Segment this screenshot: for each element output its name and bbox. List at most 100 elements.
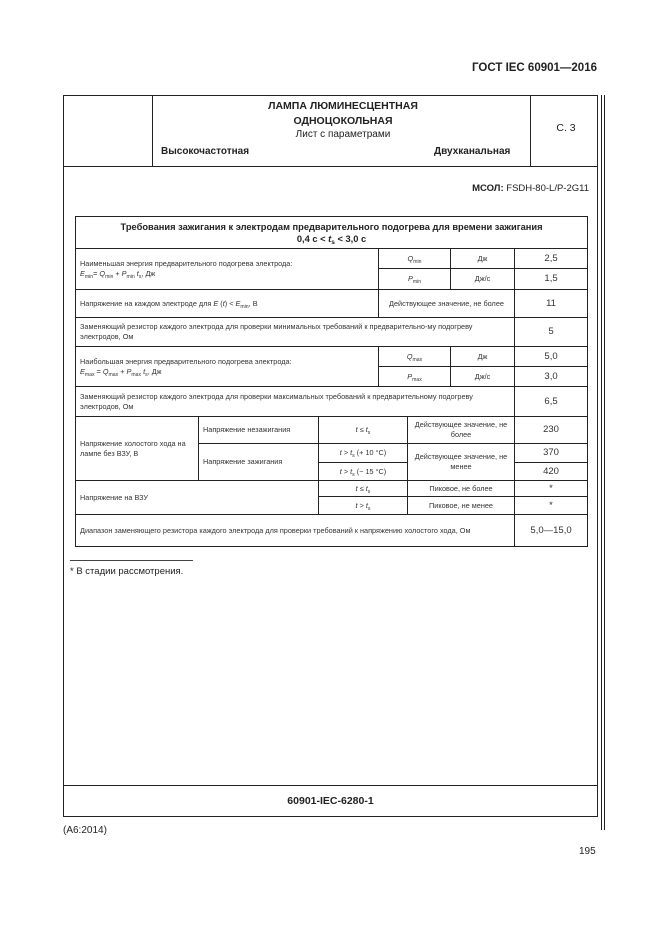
- text-segment: t: [355, 483, 358, 493]
- text-segment: Q: [407, 253, 414, 263]
- text-segment: < 3,0 с: [334, 233, 367, 244]
- lamp-title: ЛАМПА ЛЮМИНЕСЦЕНТНАЯ ОДНОЦОКОЛЬНАЯ: [154, 99, 532, 129]
- text-segment: ≤: [357, 483, 366, 493]
- text-segment: ≤: [357, 425, 366, 434]
- type-right: Двухканальная: [434, 146, 511, 157]
- subscript: min: [240, 303, 249, 310]
- ignition-condition-1: t > ts (+ 10 °C): [318, 443, 408, 463]
- qmin-symbol: Qmin: [378, 248, 451, 269]
- resistor-min-label: Заменяющий резистор каждого электрода дл…: [75, 317, 515, 347]
- ignition-value-2: 420: [513, 462, 589, 481]
- amendment: (A6:2014): [63, 825, 107, 836]
- text-segment: E: [213, 298, 219, 308]
- text-segment: (− 15 °C): [354, 466, 387, 476]
- subscript: s: [331, 238, 335, 246]
- msol-label: МСОЛ:: [472, 183, 504, 194]
- text-segment: t: [328, 233, 332, 244]
- electrode-voltage-value: 11: [513, 289, 589, 318]
- text-segment: (: [218, 298, 223, 308]
- text-segment: t: [350, 448, 353, 457]
- resistor-max-label: Заменяющий резистор каждого электрода дл…: [75, 386, 515, 417]
- subscript: min: [126, 274, 135, 280]
- text-segment: E: [80, 269, 85, 278]
- text-segment: P: [407, 371, 413, 381]
- text-segment: Напряжение на каждом электроде для: [80, 298, 214, 308]
- text-segment: Q: [406, 351, 413, 361]
- text-segment: , Дж: [141, 269, 156, 278]
- qmin-unit: Дж: [450, 248, 515, 269]
- pmax-symbol: Pmax: [378, 366, 451, 387]
- table-title: Требования зажигания к электродам предва…: [74, 216, 589, 249]
- sheet-code: 60901-IEC-6280-1: [287, 795, 374, 807]
- subscript: min: [84, 274, 94, 280]
- ignition-label: Напряжение зажигания: [198, 443, 319, 481]
- text-segment: P: [407, 274, 413, 283]
- ignition-desc: Действующее значение, не менее: [407, 443, 515, 481]
- pmin-unit: Дж/с: [450, 268, 515, 290]
- range-value: 5,0—15,0: [513, 514, 589, 547]
- text-segment: P: [126, 366, 132, 376]
- non-ignition-label: Напряжение незажигания: [198, 416, 319, 444]
- text-segment: E: [80, 366, 85, 376]
- standard-number: ГОСТ IEC 60901—2016: [472, 62, 597, 74]
- title-line: ОДНОЦОКОЛЬНАЯ: [293, 115, 393, 127]
- subscript: max: [131, 371, 142, 378]
- text-segment: Требования зажигания к электродам предва…: [120, 221, 543, 232]
- subscript: s: [367, 430, 371, 436]
- divider: [64, 166, 597, 167]
- text-segment: Наименьшая энергия предварительного подо…: [80, 259, 293, 268]
- vzu-desc-2: Пиковое, не менее: [407, 496, 515, 515]
- electrode-voltage-desc: Действующее значение, не более: [378, 289, 515, 318]
- text-segment: , Дж: [147, 366, 162, 376]
- text-segment: t: [339, 448, 342, 457]
- parameter-sheet-frame: ЛАМПА ЛЮМИНЕСЦЕНТНАЯ ОДНОЦОКОЛЬНАЯ Лист с…: [63, 95, 598, 817]
- text-segment: t: [355, 425, 358, 434]
- text-segment: , В: [248, 298, 258, 308]
- text-segment: t: [355, 500, 358, 510]
- margin-line: [601, 95, 602, 830]
- qmax-value: 5,0: [513, 346, 589, 367]
- subscript: s: [367, 488, 371, 495]
- subscript: s: [145, 371, 148, 378]
- text-segment: t: [365, 425, 368, 434]
- text-segment: ) <: [224, 298, 236, 308]
- pmax-value: 3,0: [513, 366, 589, 387]
- qmax-symbol: Qmax: [378, 346, 451, 367]
- non-ignition-value: 230: [513, 416, 589, 444]
- range-label: Диапазон заменяющего резистора каждого э…: [75, 514, 515, 547]
- vzu-value-1: *: [513, 480, 589, 497]
- text-segment: t: [365, 500, 368, 510]
- resistor-min-value: 5: [513, 317, 589, 347]
- emax-label: Наибольшая энергия предварительного подо…: [75, 346, 379, 387]
- ocv-label: Напряжение холостого хода на лампе без В…: [75, 416, 199, 481]
- text-segment: +: [113, 269, 122, 278]
- subscript: s: [352, 453, 355, 459]
- text-segment: t: [222, 298, 225, 308]
- subscript: min: [105, 274, 114, 280]
- text-segment: Наибольшая энергия предварительного подо…: [80, 356, 292, 366]
- text-segment: =: [93, 269, 100, 278]
- page-number: 195: [579, 846, 596, 857]
- vzu-label: Напряжение на ВЗУ: [75, 480, 319, 515]
- qmax-unit: Дж: [450, 346, 515, 367]
- ignition-condition-2: t > ts (− 15 °C): [318, 462, 408, 481]
- margin-line: [604, 95, 605, 830]
- sheet-number: С. 3: [556, 122, 576, 134]
- non-ignition-condition: t ≤ ts: [318, 416, 408, 444]
- non-ignition-desc: Действующее значение, не более: [407, 416, 515, 444]
- text-segment: 0,4 с <: [296, 233, 329, 244]
- ignition-value-1: 370: [513, 443, 589, 463]
- subscript: s: [352, 471, 355, 478]
- text-segment: (+ 10 °C): [354, 448, 387, 457]
- divider: [530, 96, 531, 166]
- divider: [152, 96, 153, 166]
- qmin-value: 2,5: [513, 248, 589, 269]
- text-segment: P: [121, 269, 127, 278]
- text-segment: >: [341, 466, 351, 476]
- text-segment: t: [339, 466, 342, 476]
- type-left: Высокочастотная: [161, 146, 250, 157]
- text-segment: +: [118, 366, 127, 376]
- pmin-value: 1,5: [513, 268, 589, 290]
- emin-label: Наименьшая энергия предварительного подо…: [75, 248, 379, 290]
- pmin-symbol: Pmin: [378, 268, 451, 290]
